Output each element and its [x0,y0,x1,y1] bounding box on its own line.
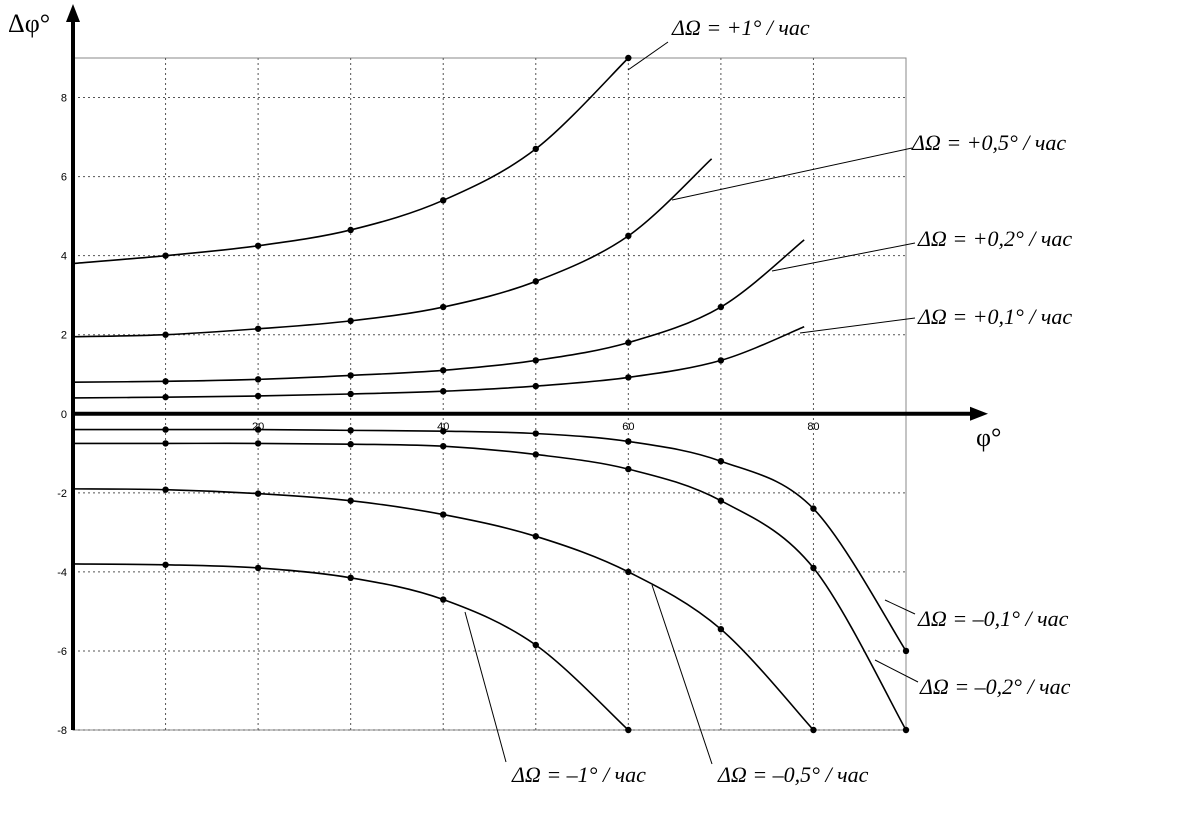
data-point [532,145,539,153]
data-point [902,647,910,655]
y-axis-label: Δφ° [8,9,50,38]
leader-line [874,659,919,683]
series-label: ΔΩ = +0,1° / час [917,304,1072,329]
data-point [625,54,632,62]
y-tick-label: 4 [61,251,67,263]
data-point [902,726,910,734]
data-point [532,430,539,437]
data-point [347,226,354,234]
data-point [810,564,817,572]
y-tick-label: -6 [57,646,67,658]
plot-frame [72,57,907,731]
data-point [254,376,262,383]
series-label: ΔΩ = –1° / час [511,762,646,787]
leader-line [771,242,916,272]
data-point [717,357,725,364]
data-point [532,641,539,649]
x-axis-arrow [970,406,988,421]
series-line [72,158,713,338]
data-point [162,252,169,259]
data-point [440,442,447,450]
leader-line [799,317,916,334]
x-tick-label: 60 [622,421,634,433]
data-point [625,465,632,473]
data-point [254,325,262,332]
y-tick-label: -8 [57,725,67,737]
data-point [254,426,262,433]
y-axis-arrow [66,4,80,22]
x-tick-label: 40 [437,421,449,433]
data-point [347,390,354,398]
x-tick-label: 80 [807,421,819,433]
data-point [440,367,447,374]
data-point [532,533,539,540]
data-point [347,497,354,504]
data-point [532,278,539,285]
data-point [440,197,447,204]
y-tick-label: 0 [61,409,67,421]
series-line [72,428,907,652]
leader-line [671,147,913,201]
data-point [162,426,169,433]
series-label: ΔΩ = +0,2° / час [917,226,1072,251]
x-axis-label: φ° [976,423,1001,452]
y-tick-label: 6 [61,172,67,184]
data-point [347,372,354,379]
series-label: ΔΩ = +1° / час [671,15,810,40]
y-tick-label: 8 [61,93,67,105]
data-point [347,427,354,434]
series-label: ΔΩ = +0,5° / час [911,130,1066,155]
data-point [625,374,632,381]
data-point [347,317,354,325]
series-line [73,442,907,731]
series-line [72,488,815,731]
data-point [810,726,817,734]
data-point [717,626,725,633]
data-point [347,574,354,582]
data-point [440,596,447,603]
data-point [532,357,539,364]
data-point [717,458,725,465]
data-point [532,451,539,458]
data-point [625,438,632,445]
data-point [810,505,817,512]
leader-line [651,584,713,765]
data-point [162,393,169,401]
data-point [532,382,539,390]
data-point [162,440,169,447]
series-line [72,326,805,399]
data-point [625,568,632,576]
series-line [72,239,805,383]
data-point [625,339,632,346]
data-point [162,486,169,493]
data-point [347,441,354,448]
data-point [717,303,725,311]
data-point [440,511,447,518]
data-point [254,242,262,249]
data-point [440,427,447,435]
data-point [254,440,262,447]
y-tick-label: -2 [57,488,67,500]
series-label: ΔΩ = –0,1° / час [917,606,1069,631]
data-point [254,392,262,400]
y-tick-label: 2 [61,330,67,342]
data-point [440,303,447,311]
data-point [625,232,632,240]
series-label: ΔΩ = –0,2° / час [919,674,1071,699]
data-point [162,378,169,385]
leader-line [627,41,669,71]
data-point [254,490,262,497]
data-point [717,497,725,504]
leader-line [884,599,916,615]
data-point [162,561,169,568]
y-tick-label: -4 [57,567,67,579]
data-point [162,331,169,338]
data-point [625,726,632,734]
series-label: ΔΩ = –0,5° / час [717,762,869,787]
leader-line [464,611,507,763]
data-point [440,388,447,395]
data-point [254,564,262,572]
